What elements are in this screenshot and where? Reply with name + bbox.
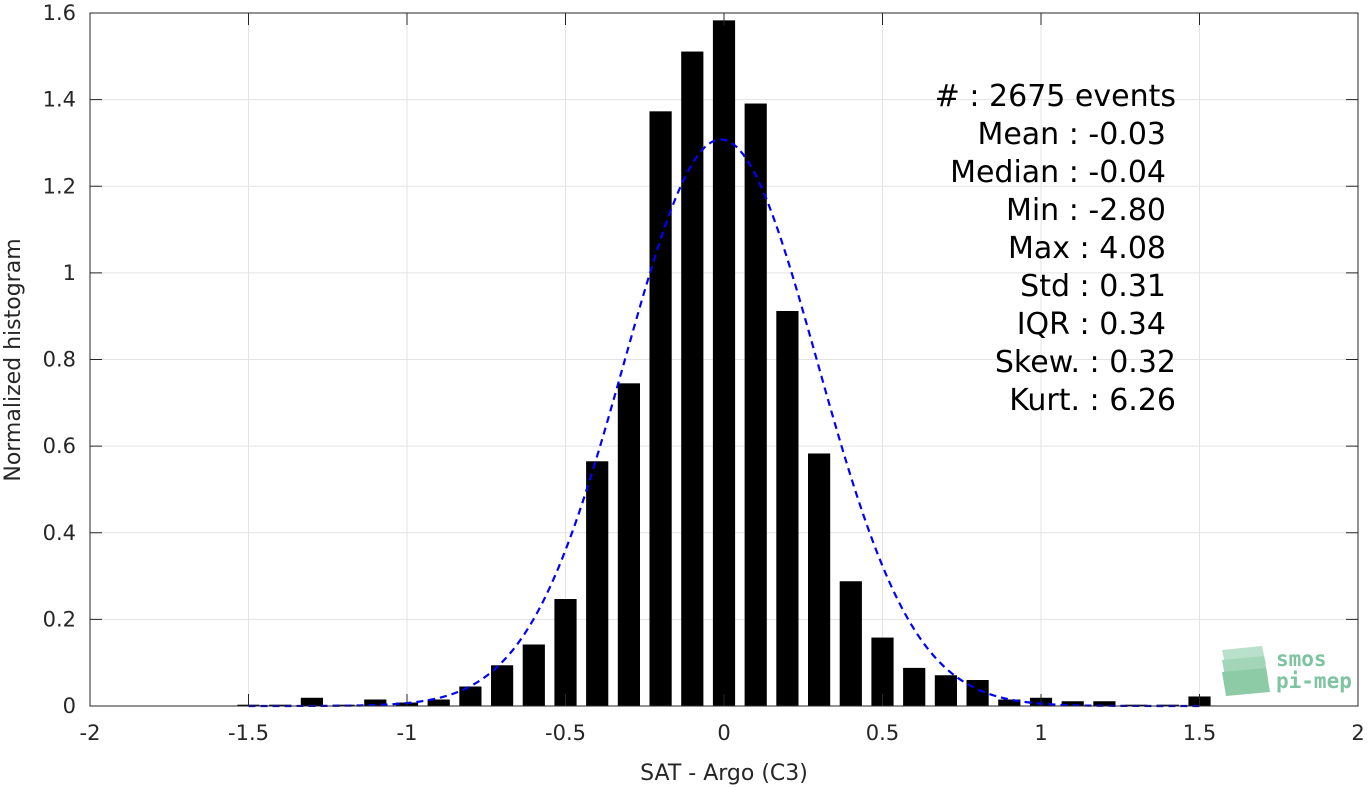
histogram-bar	[776, 310, 799, 706]
y-tick-label: 0.6	[43, 434, 76, 458]
stats-line: Kurt. : 6.26	[1009, 383, 1176, 418]
y-tick-labels: 0 0.2 0.4 0.6 0.8 1 1.2 1.4 1.6	[43, 1, 76, 718]
y-tick-label: 1	[63, 261, 76, 285]
histogram-bar	[1093, 701, 1116, 706]
y-tick-label: 1.6	[43, 1, 76, 25]
y-tick-label: 0	[63, 694, 76, 718]
y-axis-label: Normalized histogram	[1, 238, 26, 481]
histogram-bar	[839, 581, 862, 706]
histogram-bar	[871, 637, 894, 706]
histogram-bar	[617, 383, 640, 706]
histogram-bar	[427, 699, 450, 706]
histogram-bar	[459, 686, 482, 706]
x-tick-label: 1	[1034, 721, 1047, 745]
x-tick-label: -1.5	[228, 721, 269, 745]
histogram-bar	[712, 20, 736, 707]
stats-line: Max : 4.08	[1008, 231, 1166, 266]
histogram-bar	[808, 453, 831, 706]
logo-waves-icon	[1222, 646, 1270, 696]
x-tick-label: 1.5	[1183, 721, 1216, 745]
y-tick-label: 1.2	[43, 174, 76, 198]
histogram-bar	[903, 667, 926, 706]
histogram-bar	[681, 51, 704, 707]
histogram-bar	[522, 644, 545, 706]
x-axis-label: SAT - Argo (C3)	[640, 761, 808, 786]
stats-line: # : 2675 events	[935, 79, 1176, 114]
histogram-bar	[744, 103, 767, 706]
x-tick-label: 0	[717, 721, 730, 745]
histogram-bar	[554, 599, 577, 706]
x-tick-label: -0.5	[545, 721, 586, 745]
axes-frame	[89, 12, 1359, 707]
logo-text-line2: pi-mep	[1276, 669, 1352, 693]
x-tick-label: -2	[80, 721, 101, 745]
y-tick-label: 0.4	[43, 521, 76, 545]
histogram-bar	[332, 704, 355, 706]
stats-line: Min : -2.80	[1006, 193, 1166, 228]
stats-line: IQR : 0.34	[1017, 307, 1166, 342]
histogram-bar	[491, 665, 514, 706]
x-tick-label: 0.5	[866, 721, 899, 745]
histogram-bar	[934, 675, 957, 706]
y-tick-label: 1.4	[43, 88, 76, 112]
histogram-bar	[649, 111, 672, 706]
stats-line: Std : 0.31	[1020, 269, 1166, 304]
histogram-bar	[1061, 701, 1084, 706]
stats-line: Mean : -0.03	[977, 117, 1166, 152]
x-tick-label: 2	[1351, 721, 1364, 745]
histogram-bar	[586, 461, 609, 706]
histogram-bar	[998, 699, 1021, 706]
histogram-bar	[300, 697, 323, 706]
smos-pimep-logo: smos pi-mep	[1222, 646, 1352, 696]
histogram-bar	[1156, 704, 1179, 706]
stats-line: Median : -0.04	[950, 155, 1166, 190]
stats-line: Skew. : 0.32	[995, 345, 1176, 380]
logo-text-line1: smos	[1276, 647, 1327, 671]
y-tick-label: 0.8	[43, 348, 76, 372]
x-tick-labels: -2 -1.5 -1 -0.5 0 0.5 1 1.5 2	[80, 721, 1365, 745]
histogram-bar	[269, 704, 292, 706]
histogram-bar	[364, 699, 387, 706]
histogram-bar	[966, 680, 989, 706]
y-tick-label: 0.2	[43, 607, 76, 631]
x-tick-label: -1	[397, 721, 418, 745]
